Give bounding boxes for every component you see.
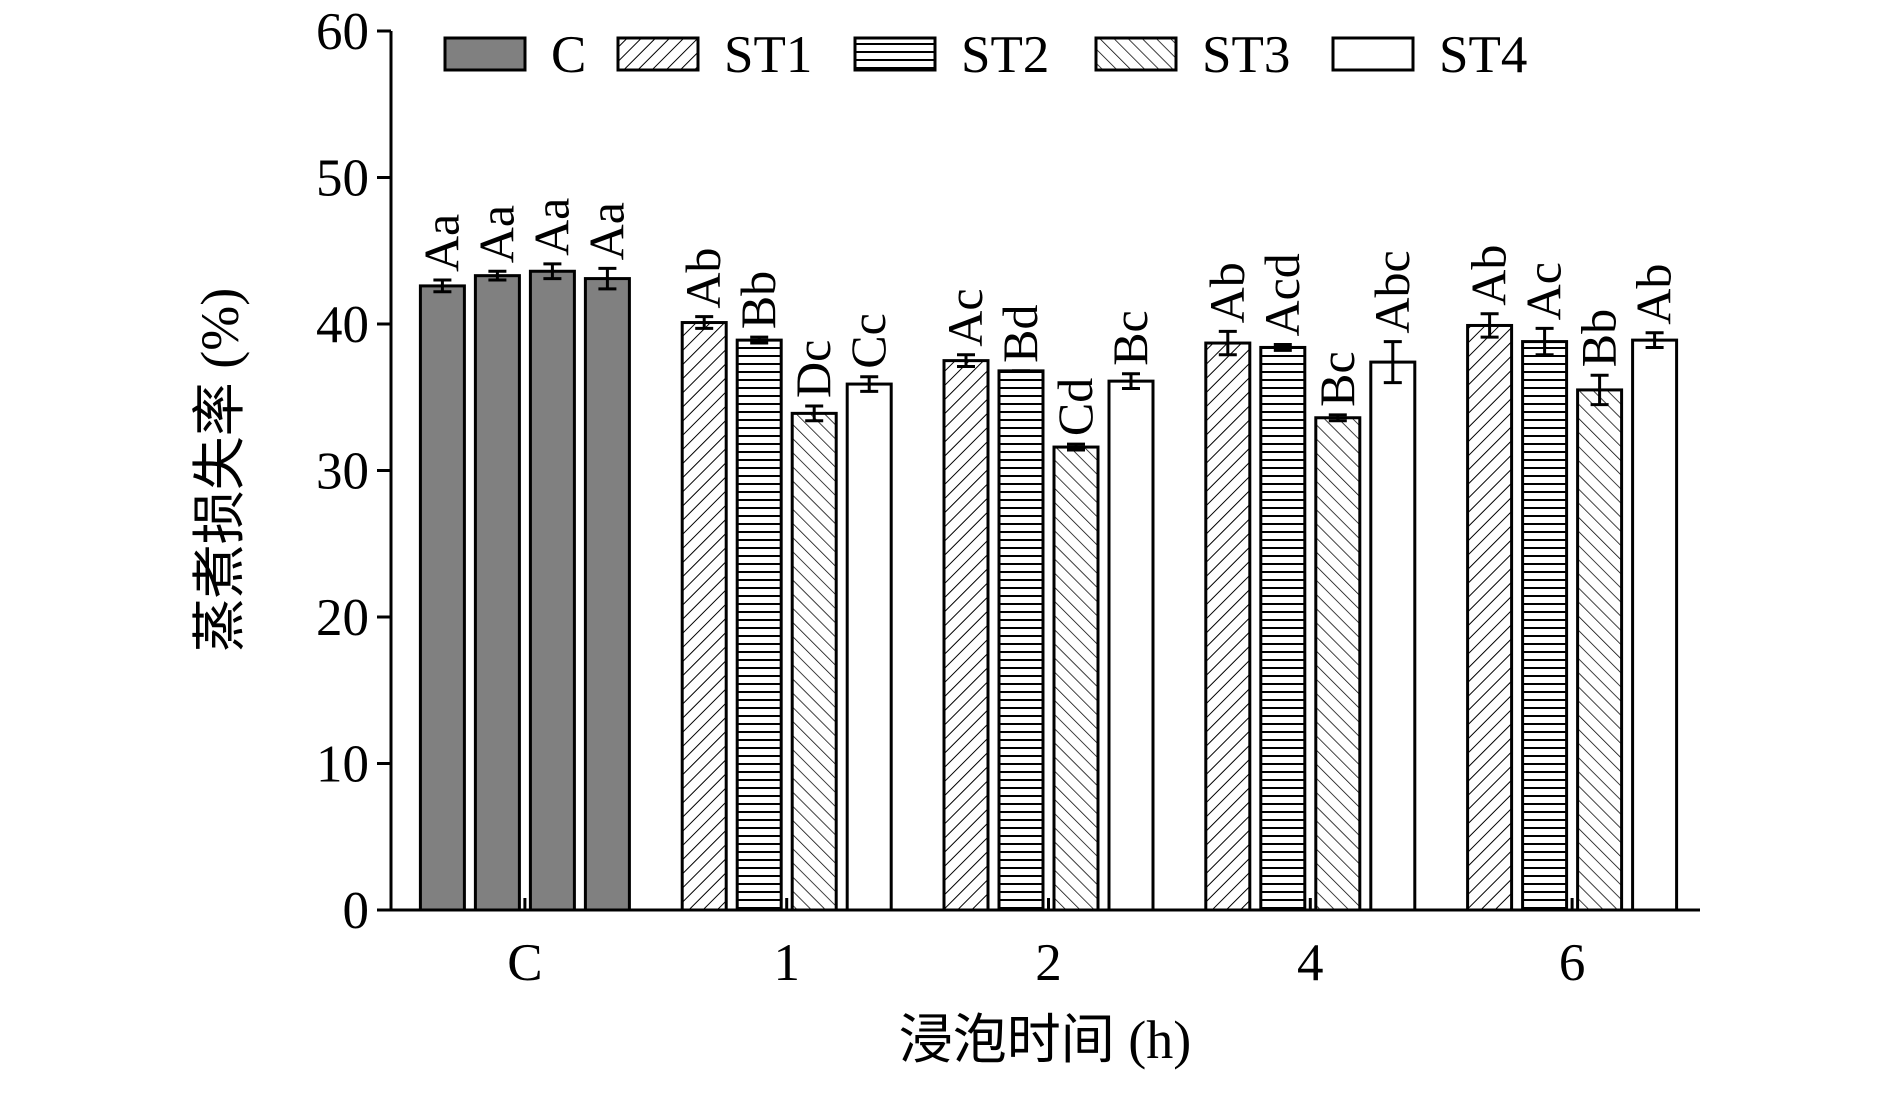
significance-label: Bd bbox=[992, 305, 1048, 363]
bar bbox=[680, 321, 728, 912]
y-tick-label: 50 bbox=[316, 150, 369, 208]
significance-label: Ab bbox=[1461, 245, 1517, 306]
legend-swatch bbox=[1094, 36, 1178, 72]
bar bbox=[1107, 379, 1155, 912]
y-axis-title: 蒸煮损失率 (%) bbox=[190, 288, 250, 652]
significance-label: Aa bbox=[468, 205, 524, 263]
bar bbox=[1259, 345, 1307, 912]
significance-label: Ab bbox=[1199, 262, 1255, 323]
significance-label: Ac bbox=[1516, 262, 1572, 320]
significance-label: Abc bbox=[1364, 250, 1420, 333]
significance-label: Acd bbox=[1254, 253, 1310, 336]
y-tick-label: 60 bbox=[316, 3, 369, 61]
significance-label: Bb bbox=[1571, 309, 1627, 367]
y-tick-label: 0 bbox=[343, 882, 370, 940]
bar bbox=[1631, 338, 1679, 912]
significance-label: Aa bbox=[578, 202, 634, 260]
y-tick-label: 40 bbox=[316, 296, 369, 354]
bar bbox=[1369, 360, 1417, 912]
bar bbox=[1521, 340, 1569, 912]
bar bbox=[845, 382, 893, 912]
significance-label: Bc bbox=[1102, 310, 1158, 366]
legend-swatch bbox=[443, 36, 527, 72]
legend-label: ST4 bbox=[1439, 26, 1527, 84]
y-tick-label: 20 bbox=[316, 589, 369, 647]
bar bbox=[1466, 323, 1514, 912]
legend-swatch bbox=[616, 36, 700, 72]
significance-label: Bc bbox=[1309, 351, 1365, 407]
legend-swatch bbox=[1331, 36, 1415, 72]
significance-label: Cc bbox=[840, 313, 896, 369]
legend-label: ST2 bbox=[961, 26, 1049, 84]
legend-label: C bbox=[551, 26, 586, 84]
significance-label: Ac bbox=[937, 288, 993, 346]
bar bbox=[528, 269, 576, 912]
bar bbox=[583, 277, 631, 912]
bar bbox=[418, 284, 466, 912]
bar bbox=[735, 338, 783, 912]
significance-label: Dc bbox=[785, 340, 841, 398]
legend-label: ST3 bbox=[1202, 26, 1290, 84]
y-tick-label: 10 bbox=[316, 736, 369, 794]
bar bbox=[1314, 416, 1362, 912]
significance-label: Bb bbox=[730, 271, 786, 329]
significance-label: Aa bbox=[413, 214, 469, 272]
x-axis-title: 浸泡时间 (h) bbox=[899, 1010, 1191, 1070]
bar bbox=[997, 369, 1045, 912]
bar bbox=[1052, 445, 1100, 912]
x-tick-label: 2 bbox=[1035, 934, 1062, 992]
bar bbox=[942, 359, 990, 912]
x-tick-label: C bbox=[507, 934, 542, 992]
y-tick-label: 30 bbox=[316, 443, 369, 501]
x-tick-label: 4 bbox=[1297, 934, 1324, 992]
bar bbox=[1204, 341, 1252, 912]
bar bbox=[473, 274, 521, 912]
bar bbox=[790, 411, 838, 912]
significance-label: Ab bbox=[675, 248, 731, 309]
x-tick-label: 6 bbox=[1559, 934, 1586, 992]
x-tick-label: 1 bbox=[773, 934, 800, 992]
significance-label: Aa bbox=[523, 198, 579, 256]
significance-label: Cd bbox=[1047, 378, 1103, 436]
bar bbox=[1576, 388, 1624, 912]
legend-label: ST1 bbox=[724, 26, 812, 84]
significance-label: Ab bbox=[1626, 264, 1682, 325]
legend-swatch bbox=[853, 36, 937, 72]
